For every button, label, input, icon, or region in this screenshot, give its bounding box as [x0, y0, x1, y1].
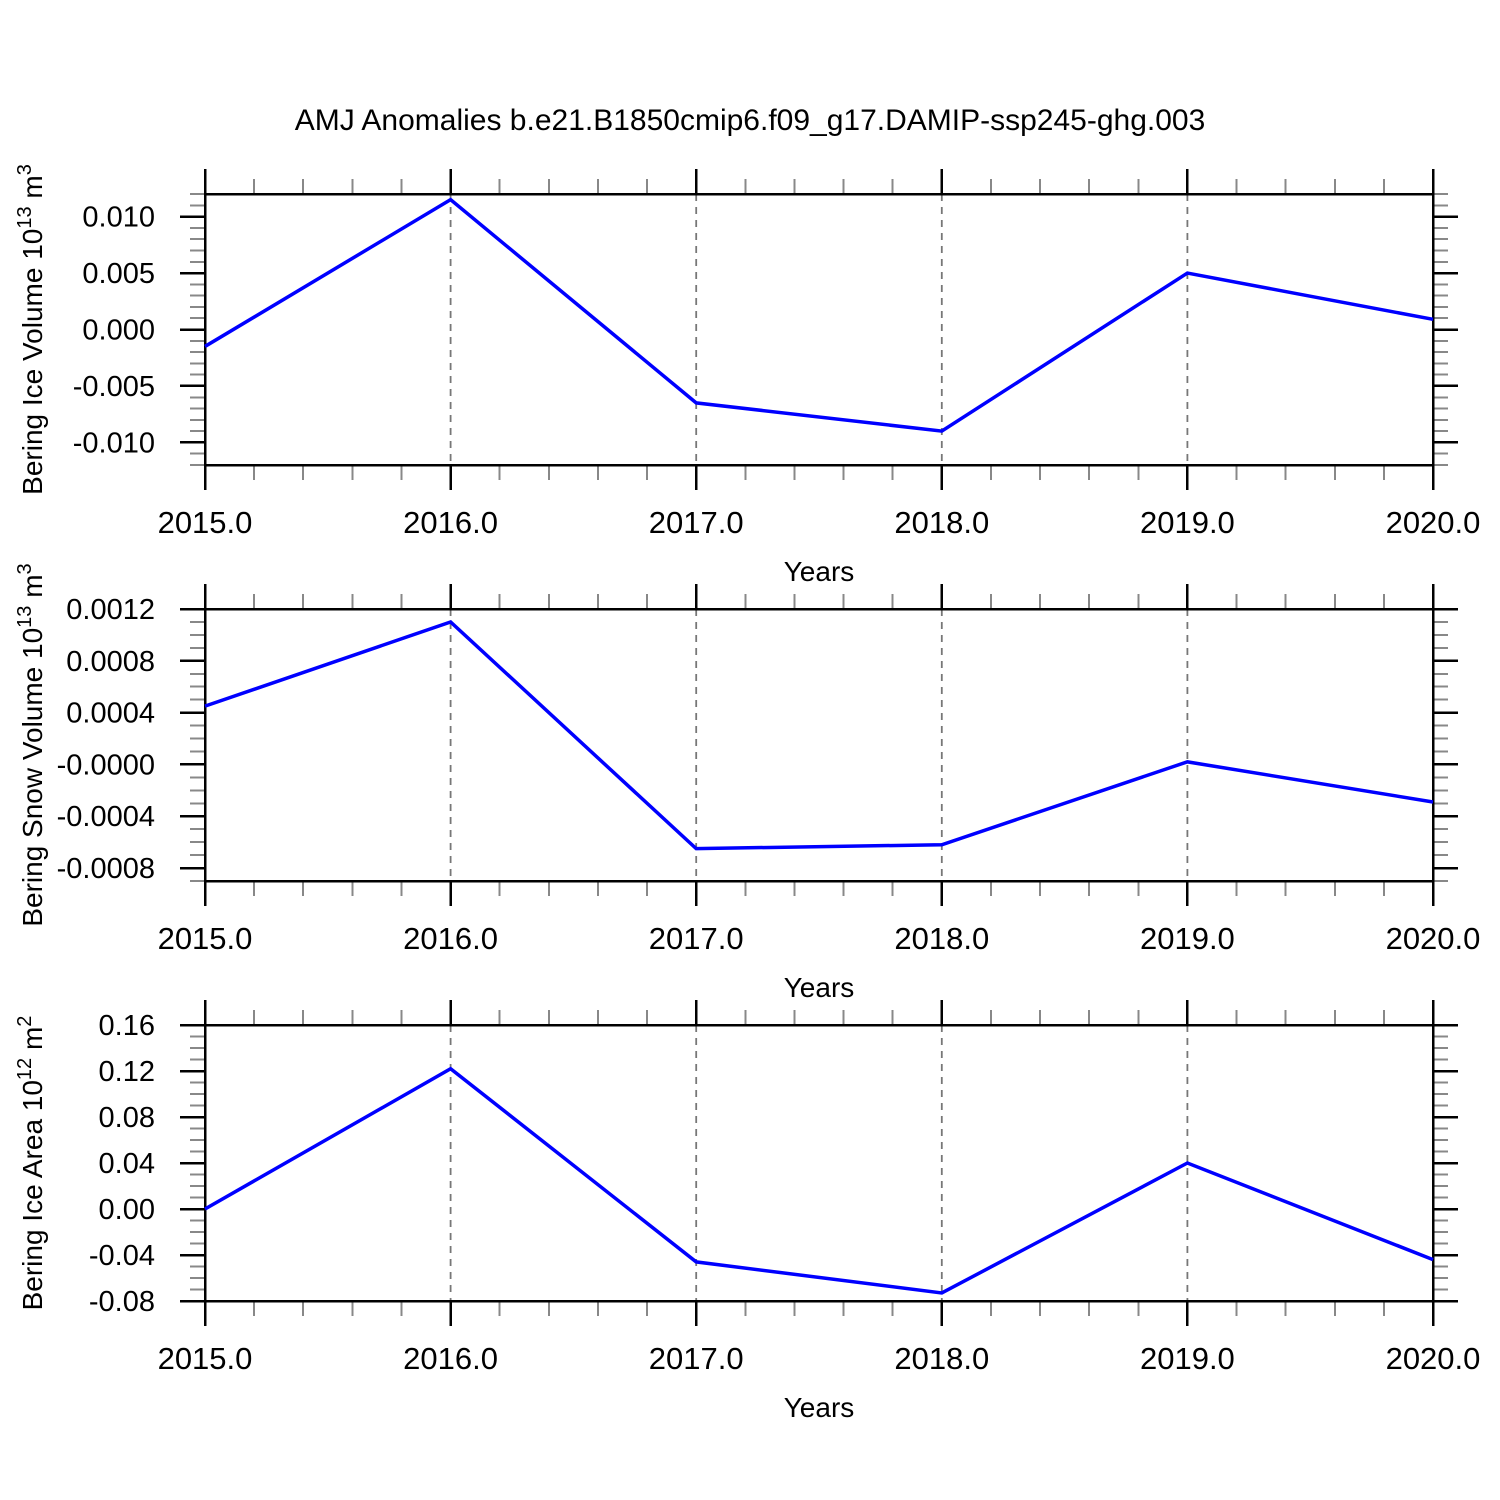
x-tick-label: 2019.0 — [1140, 921, 1235, 956]
y-tick-label: 0.12 — [99, 1056, 155, 1088]
panel-ice-area: -0.08 -0.04 0.00 0.04 0.08 0.12 0.16 2015.0 2016… — [14, 1000, 1480, 1423]
x-axis-title: Years — [784, 1392, 855, 1423]
x-tick-label: 2017.0 — [649, 505, 744, 540]
x-tick-label: 2017.0 — [649, 1341, 744, 1376]
data-line-ice-volume — [204, 197, 1434, 433]
y-tick-label: -0.010 — [73, 427, 155, 459]
y-tick-label: -0.08 — [89, 1286, 155, 1318]
x-tick-label: 2016.0 — [403, 505, 498, 540]
y-axis-title: Bering Snow Volume 1013 m3 — [14, 563, 48, 926]
x-tick-label: 2015.0 — [158, 921, 253, 956]
x-tick-label: 2016.0 — [403, 921, 498, 956]
x-tick-label: 2016.0 — [403, 1341, 498, 1376]
y-tick-label: 0.0012 — [66, 594, 155, 626]
y-tick-label: -0.0000 — [57, 749, 155, 781]
y-tick-label: 0.08 — [99, 1102, 155, 1134]
x-tick-label: 2019.0 — [1140, 1341, 1235, 1376]
x-tick-label: 2015.0 — [158, 505, 253, 540]
x-tick-label: 2020.0 — [1386, 1341, 1481, 1376]
panel-border — [203, 1023, 1435, 1303]
x-tick-label: 2015.0 — [158, 1341, 253, 1376]
x-tick-label: 2019.0 — [1140, 505, 1235, 540]
panels-group: -0.010 -0.005 0.000 0.005 0.010 2015.0 2016.0 2… — [14, 164, 1480, 1423]
x-tick-label: 2018.0 — [894, 1341, 989, 1376]
y-tick-label: 0.00 — [99, 1194, 155, 1226]
y-tick-label: 0.000 — [82, 315, 155, 347]
x-axis-title: Years — [784, 972, 855, 1003]
y-tick-label: 0.005 — [82, 258, 155, 290]
data-line-snow-volume — [204, 619, 1434, 851]
y-tick-label: 0.16 — [99, 1010, 155, 1042]
y-axis-title: Bering Ice Area 1012 m2 — [14, 1016, 48, 1311]
y-tick-label: -0.0008 — [57, 853, 155, 885]
panel-ice-volume: -0.010 -0.005 0.000 0.005 0.010 2015.0 2016.0 2… — [14, 164, 1480, 587]
y-axis-title: Bering Ice Volume 1013 m3 — [14, 164, 48, 495]
y-tick-label: 0.010 — [82, 202, 155, 234]
panel-snow-volume: -0.0008 -0.0004 -0.0000 0.0004 0.0008 0.0012 2… — [14, 563, 1480, 1003]
x-tick-label: 2018.0 — [894, 921, 989, 956]
y-tick-label: -0.005 — [73, 371, 155, 403]
x-axis-title: Years — [784, 556, 855, 587]
x-tick-label: 2018.0 — [894, 505, 989, 540]
y-tick-label: -0.0004 — [57, 801, 155, 833]
x-tick-label: 2020.0 — [1386, 921, 1481, 956]
y-tick-label: -0.04 — [89, 1240, 155, 1272]
x-tick-label: 2017.0 — [649, 921, 744, 956]
data-line-ice-area — [204, 1066, 1434, 1295]
panel-border — [203, 607, 1435, 883]
y-tick-label: 0.04 — [99, 1148, 155, 1180]
chart-title: AMJ Anomalies b.e21.B1850cmip6.f09_g17.D… — [295, 104, 1206, 137]
y-tick-label: 0.0008 — [66, 646, 155, 678]
y-tick-label: 0.0004 — [66, 698, 155, 730]
x-tick-label: 2020.0 — [1386, 505, 1481, 540]
panel-border — [203, 192, 1435, 467]
